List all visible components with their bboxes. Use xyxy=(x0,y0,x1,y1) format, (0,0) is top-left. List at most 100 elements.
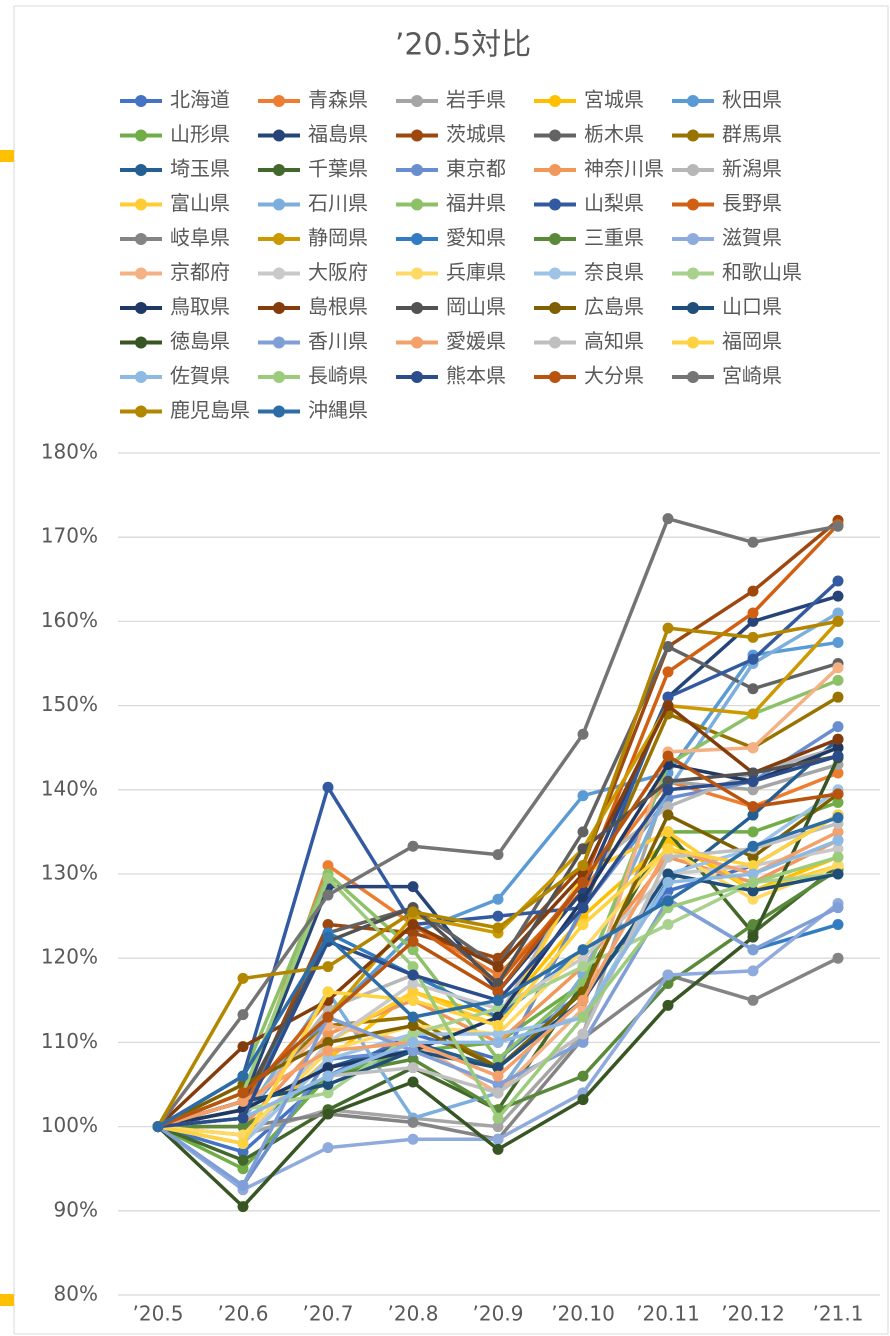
legend-marker xyxy=(687,198,699,211)
data-point xyxy=(407,1011,419,1023)
data-point xyxy=(662,801,674,813)
data-point xyxy=(237,1070,249,1082)
data-point xyxy=(407,994,419,1006)
data-point xyxy=(237,972,249,984)
data-point xyxy=(832,674,844,686)
legend-marker xyxy=(273,267,285,280)
data-point xyxy=(577,876,589,888)
legend-marker xyxy=(135,129,147,142)
legend-label: 和歌山県 xyxy=(722,260,802,284)
data-point xyxy=(747,784,759,796)
data-point xyxy=(577,952,589,964)
data-point xyxy=(832,860,844,872)
data-point xyxy=(152,1121,164,1133)
data-point xyxy=(832,607,844,619)
data-point xyxy=(322,986,334,998)
data-point xyxy=(237,1201,249,1213)
data-point xyxy=(577,1094,589,1106)
data-point xyxy=(407,1062,419,1074)
data-point xyxy=(832,796,844,808)
data-point xyxy=(492,1133,504,1145)
legend-marker xyxy=(273,371,285,383)
data-point xyxy=(662,895,674,907)
data-point xyxy=(832,742,844,754)
data-point xyxy=(407,927,419,939)
data-point xyxy=(832,788,844,800)
data-point xyxy=(322,1028,334,1040)
legend-marker xyxy=(549,198,561,211)
data-point xyxy=(407,969,419,981)
side-tab xyxy=(0,1294,14,1306)
data-point xyxy=(407,1076,419,1088)
legend-label: 山口県 xyxy=(722,295,782,319)
legend-marker xyxy=(549,336,561,349)
data-point xyxy=(492,1020,504,1032)
data-point xyxy=(662,851,674,863)
x-tick-label: ’20.10 xyxy=(551,1302,615,1326)
y-tick-label: 110% xyxy=(41,1029,98,1053)
legend-label: 高知県 xyxy=(584,329,644,353)
data-point xyxy=(832,902,844,914)
legend-label: 京都府 xyxy=(170,260,230,284)
data-point xyxy=(407,919,419,931)
legend-label: 長崎県 xyxy=(308,364,368,388)
y-tick-label: 90% xyxy=(54,1197,98,1221)
data-point xyxy=(832,767,844,779)
legend-marker xyxy=(135,371,147,383)
data-point xyxy=(662,775,674,787)
legend-marker xyxy=(273,198,285,211)
legend-label: 東京都 xyxy=(446,157,506,181)
legend-label: 秋田県 xyxy=(722,88,782,112)
data-point xyxy=(577,1011,589,1023)
legend-marker xyxy=(135,405,147,418)
data-point xyxy=(577,1028,589,1040)
data-point xyxy=(832,733,844,745)
data-point xyxy=(407,986,419,998)
data-point xyxy=(662,784,674,796)
data-point xyxy=(237,1112,249,1124)
data-point xyxy=(832,662,844,674)
legend-marker xyxy=(687,95,699,107)
legend-label: 島根県 xyxy=(308,295,368,319)
legend-label: 岡山県 xyxy=(446,295,506,319)
legend-label: 富山県 xyxy=(170,191,230,215)
data-point xyxy=(662,826,674,838)
legend-marker xyxy=(549,233,561,245)
data-point xyxy=(492,922,504,934)
data-point xyxy=(662,876,674,888)
y-tick-label: 140% xyxy=(41,776,98,800)
data-point xyxy=(747,653,759,665)
legend-label: 鹿児島県 xyxy=(170,398,250,422)
legend-label: 奈良県 xyxy=(584,260,644,284)
legend-marker xyxy=(411,95,423,107)
data-point xyxy=(832,615,844,627)
legend-marker xyxy=(135,233,147,245)
data-point xyxy=(577,790,589,802)
legend-label: 群馬県 xyxy=(722,122,782,146)
data-point xyxy=(492,1036,504,1048)
data-point xyxy=(747,708,759,720)
data-point xyxy=(747,631,759,643)
legend-marker xyxy=(549,267,561,280)
legend-label: 滋賀県 xyxy=(722,226,782,250)
legend-marker xyxy=(411,336,423,349)
data-point xyxy=(662,691,674,703)
data-point xyxy=(832,636,844,648)
legend-marker xyxy=(687,267,699,280)
data-point xyxy=(747,536,759,548)
data-point xyxy=(747,607,759,619)
data-point xyxy=(322,1108,334,1120)
legend-label: 岐阜県 xyxy=(170,226,230,250)
data-point xyxy=(492,910,504,922)
legend-label: 青森県 xyxy=(308,88,368,112)
data-point xyxy=(492,994,504,1006)
legend-label: 福井県 xyxy=(446,191,506,215)
data-point xyxy=(747,994,759,1006)
data-point xyxy=(322,1036,334,1048)
legend-label: 沖縄県 xyxy=(308,398,368,422)
data-point xyxy=(747,615,759,627)
data-point xyxy=(747,826,759,838)
legend-marker xyxy=(411,233,423,245)
x-tick-label: ’20.12 xyxy=(721,1302,785,1326)
legend-label: 茨城県 xyxy=(446,122,506,146)
